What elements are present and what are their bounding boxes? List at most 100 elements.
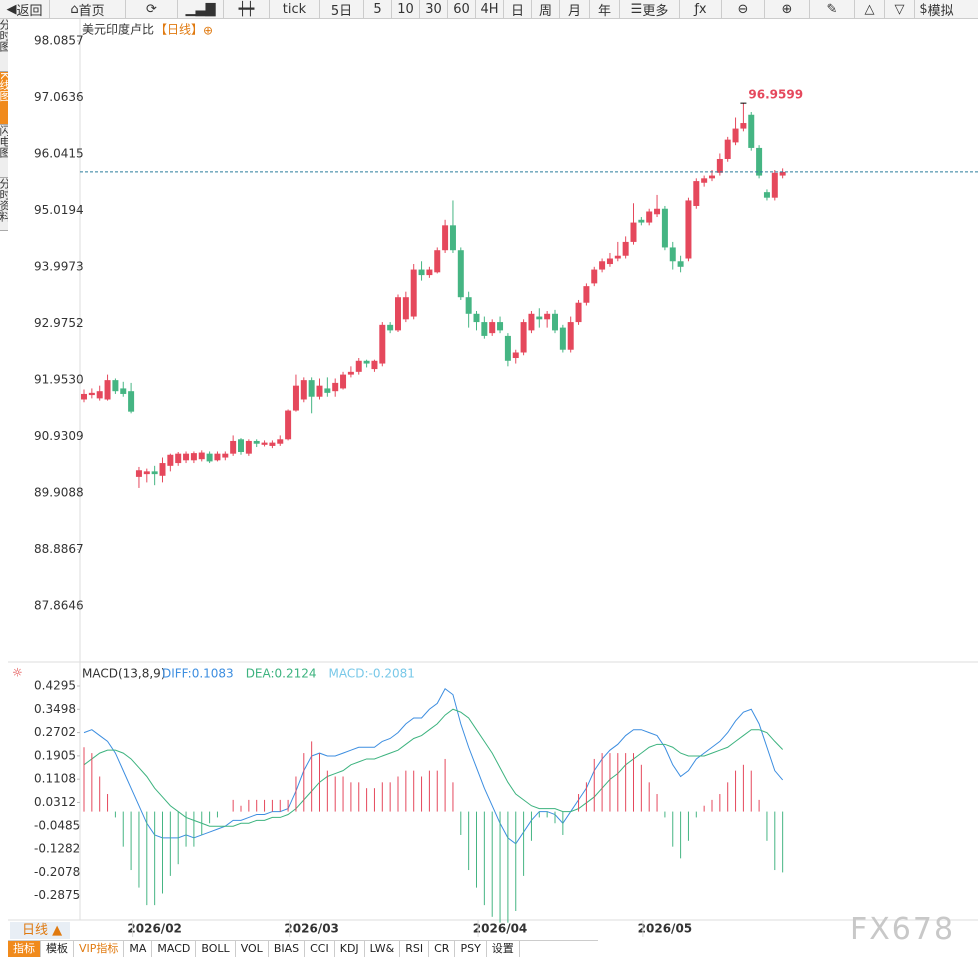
legend-entry: DEA:0.2124 [246,667,317,681]
y-tick-label: 87.8646 [34,599,84,613]
candle-body [410,269,417,317]
tab[interactable]: 模板 [41,941,74,957]
period-tab[interactable]: 日线 ▲ [10,922,70,939]
candle-body [763,192,770,198]
candle-body [96,391,103,399]
candle-body [135,470,142,477]
candle-body [308,380,315,397]
candle-body [748,114,755,148]
zoom-out[interactable]: ⊖ [722,0,765,18]
candle-body [449,225,456,251]
period-button[interactable]: 60 [448,0,476,18]
candle-body [740,123,747,129]
tab[interactable]: RSI [400,941,430,957]
candle-body [316,385,323,397]
tab[interactable]: LW& [365,941,401,957]
side-tab[interactable]: 分时资料 [0,178,8,231]
down-button[interactable]: ▽ [885,0,915,18]
candle-body [395,297,401,331]
y-tick-label: 88.8867 [34,542,84,556]
candle-body [159,463,166,476]
y-tick-label: 90.9309 [34,429,84,443]
candle-icon[interactable]: ┿┿ [224,0,270,18]
sim-button[interactable]: $ 模拟 [919,1,954,19]
period-button[interactable]: 年 [590,0,620,19]
zoom-in[interactable]: ⊕ [765,0,810,18]
macd-line [83,688,784,845]
high-label: 96.9599 [748,88,803,102]
settings-icon[interactable]: ⊕ [203,24,213,38]
candle-body [128,391,135,412]
y-tick-label: 91.9530 [34,372,84,386]
candle-body [387,324,394,331]
more-button[interactable]: ☰ 更多 [620,0,680,19]
candle-body [261,442,268,445]
period-button[interactable]: 5 [364,0,392,18]
tab[interactable]: VOL [236,941,269,957]
candle-body [599,261,606,270]
candle-body [779,171,786,176]
y-tick-label: 0.1108 [34,772,76,786]
candle-body [183,453,190,461]
tick-button[interactable]: tick [270,0,320,18]
side-tab[interactable]: 分时图 [0,19,8,72]
period-button[interactable]: 月 [560,0,590,19]
tab[interactable]: CCI [305,941,335,957]
tab[interactable]: MACD [152,941,197,957]
legend-entry: DIFF:0.1083 [162,667,234,681]
candle-body [167,454,174,466]
candle-body [426,269,433,276]
candle-body [238,439,244,453]
candle-body [340,374,347,389]
candle-body [771,172,778,198]
tab[interactable]: BIAS [269,941,306,957]
tab[interactable]: 设置 [487,941,520,957]
period-button[interactable]: 30 [420,0,448,18]
up-button[interactable]: △ [855,0,885,18]
tab[interactable]: KDJ [335,941,365,957]
candle-body [630,222,637,242]
side-tab[interactable]: K线图 [0,72,8,125]
period-button[interactable]: 10 [392,0,420,18]
tab[interactable]: PSY [455,941,487,957]
y-tick-label: -0.0485 [34,818,80,832]
candle-body [646,211,653,223]
home-button[interactable]: ⌂ 首页 [50,0,126,19]
y-tick-label: 0.2702 [34,725,76,739]
tab[interactable]: 指标 [8,941,41,957]
period-button[interactable]: 5日 [320,0,364,19]
x-tick-label: 2026/03 [284,922,338,936]
tab[interactable]: MA [124,941,153,957]
back-button[interactable]: ◀ 返回 [0,0,50,19]
refresh-button[interactable]: ⟳ [126,0,178,18]
tab[interactable]: BOLL [196,941,236,957]
candle-body [685,200,692,259]
side-tab[interactable]: 闪电图 [0,125,8,178]
candle-body [285,410,292,440]
period-button[interactable]: 日 [504,0,532,19]
y-tick-label: 98.0857 [34,33,84,47]
bar-icon[interactable]: ▁▃▇ [178,0,224,18]
x-tick-label: 2026/04 [473,922,527,936]
y-tick-label: 0.1905 [34,748,76,762]
y-tick-label: 92.9752 [34,316,84,330]
y-tick-label: 0.3498 [34,702,76,716]
tab[interactable]: VIP指标 [74,941,125,957]
candle-body [544,313,551,320]
candle-body [575,302,582,323]
period-button[interactable]: 周 [532,0,560,19]
candle-body [709,175,715,179]
candle-body [724,139,731,159]
period-label: 【日线】 [155,23,203,37]
candle-body [151,471,158,475]
candle-body [520,322,527,353]
y-tick-label: 96.0415 [34,146,84,160]
fx-button[interactable]: ƒx [680,0,722,18]
y-tick-label: 0.0312 [34,795,76,809]
indicator-icon[interactable]: ☼ [12,666,23,680]
candle-body [638,219,645,223]
draw-button[interactable]: ✎ [810,0,855,18]
candle-body [112,380,119,392]
tab[interactable]: CR [429,941,456,957]
period-button[interactable]: 4H [476,0,504,18]
